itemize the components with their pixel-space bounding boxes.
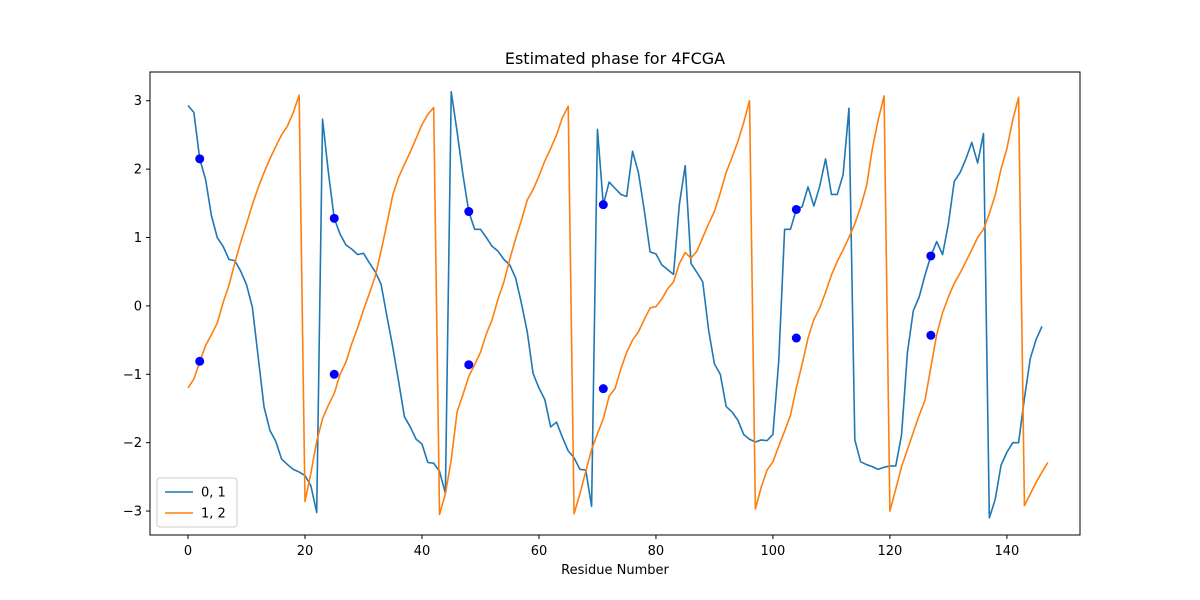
- y-tick-label: 3: [134, 94, 142, 109]
- y-tick-label: 2: [134, 163, 142, 178]
- y-tick-label: −2: [123, 436, 142, 451]
- y-tick-label: 0: [134, 299, 142, 314]
- x-tick-label: 80: [648, 544, 665, 559]
- x-axis-label: Residue Number: [561, 563, 669, 578]
- legend-label: 0, 1: [201, 486, 226, 501]
- x-tick-label: 140: [994, 544, 1019, 559]
- marker-point: [464, 360, 474, 370]
- marker-point: [791, 204, 801, 214]
- series-line-2: [187, 94, 1049, 516]
- series-layer: [187, 91, 1049, 519]
- y-tick-label: −3: [123, 505, 142, 520]
- series-line-1: [187, 91, 1043, 519]
- marker-point: [791, 333, 801, 343]
- x-tick-label: 100: [761, 544, 786, 559]
- marker-point: [926, 251, 936, 261]
- marker-point: [329, 213, 339, 223]
- marker-point: [329, 369, 339, 379]
- y-axis: −3 −2 −1 0 1 2 3: [123, 94, 150, 520]
- x-axis: 0 20 40 60 80 100 120 140: [184, 535, 1019, 559]
- legend: 0, 1 1, 2: [156, 477, 238, 528]
- x-tick-label: 40: [414, 544, 431, 559]
- x-tick-label: 20: [297, 544, 314, 559]
- y-tick-label: −1: [123, 368, 142, 383]
- legend-label: 1, 2: [201, 507, 226, 522]
- marker-point: [598, 384, 608, 394]
- marker-point: [195, 356, 205, 366]
- x-tick-label: 120: [877, 544, 902, 559]
- y-tick-label: 1: [134, 231, 142, 246]
- marker-point: [464, 207, 474, 217]
- x-tick-label: 60: [531, 544, 548, 559]
- x-tick-label: 0: [184, 544, 192, 559]
- plot-frame: [149, 71, 1081, 536]
- marker-point: [195, 154, 205, 164]
- marker-layer: [195, 154, 936, 394]
- legend-box: [156, 477, 238, 528]
- chart-title: Estimated phase for 4FCGA: [505, 49, 725, 68]
- marker-point: [598, 200, 608, 210]
- marker-point: [926, 330, 936, 340]
